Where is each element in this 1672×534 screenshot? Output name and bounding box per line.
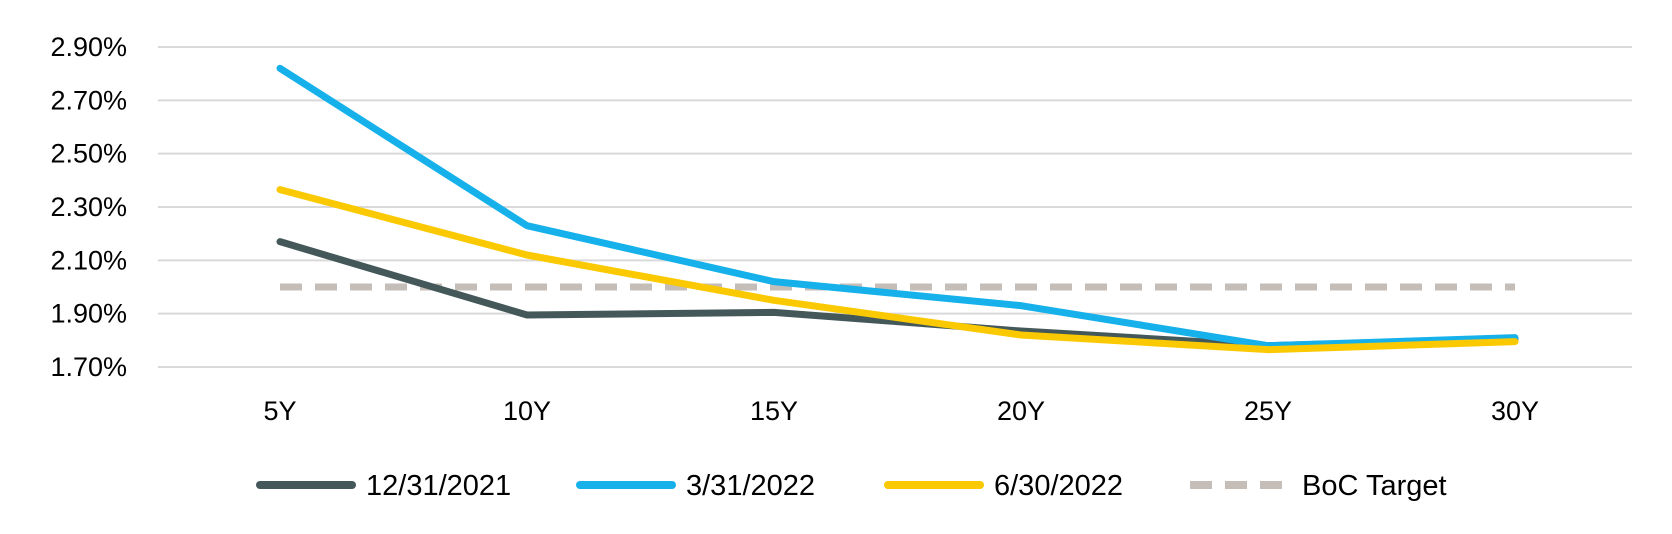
x-tick-label: 20Y <box>997 396 1045 426</box>
legend-label: BoC Target <box>1302 470 1447 502</box>
y-tick-label: 2.10% <box>50 245 127 275</box>
y-tick-label: 2.70% <box>50 85 127 115</box>
y-tick-label: 1.70% <box>50 352 127 382</box>
legend: 12/31/2021 3/31/2022 6/30/2022 BoC Target <box>256 470 1447 502</box>
x-tick-label: 5Y <box>263 396 296 426</box>
legend-label: 3/31/2022 <box>686 470 815 502</box>
y-tick-label: 1.90% <box>50 299 127 329</box>
series-lines <box>276 64 1519 354</box>
legend-label: 6/30/2022 <box>994 470 1123 502</box>
x-axis-ticks: 5Y 10Y 15Y 20Y 25Y 30Y <box>263 396 1539 426</box>
y-axis-ticks: 1.70% 1.90% 2.10% 2.30% 2.50% 2.70% 2.90% <box>50 32 127 382</box>
series-line <box>276 186 1519 354</box>
series-line <box>276 64 1519 350</box>
legend-label: 12/31/2021 <box>366 470 511 502</box>
y-tick-label: 2.90% <box>50 32 127 62</box>
x-tick-label: 25Y <box>1244 396 1292 426</box>
x-tick-label: 30Y <box>1491 396 1539 426</box>
x-tick-label: 10Y <box>503 396 551 426</box>
y-tick-label: 2.50% <box>50 139 127 169</box>
y-tick-label: 2.30% <box>50 192 127 222</box>
gridlines <box>158 46 1632 368</box>
x-tick-label: 15Y <box>750 396 798 426</box>
